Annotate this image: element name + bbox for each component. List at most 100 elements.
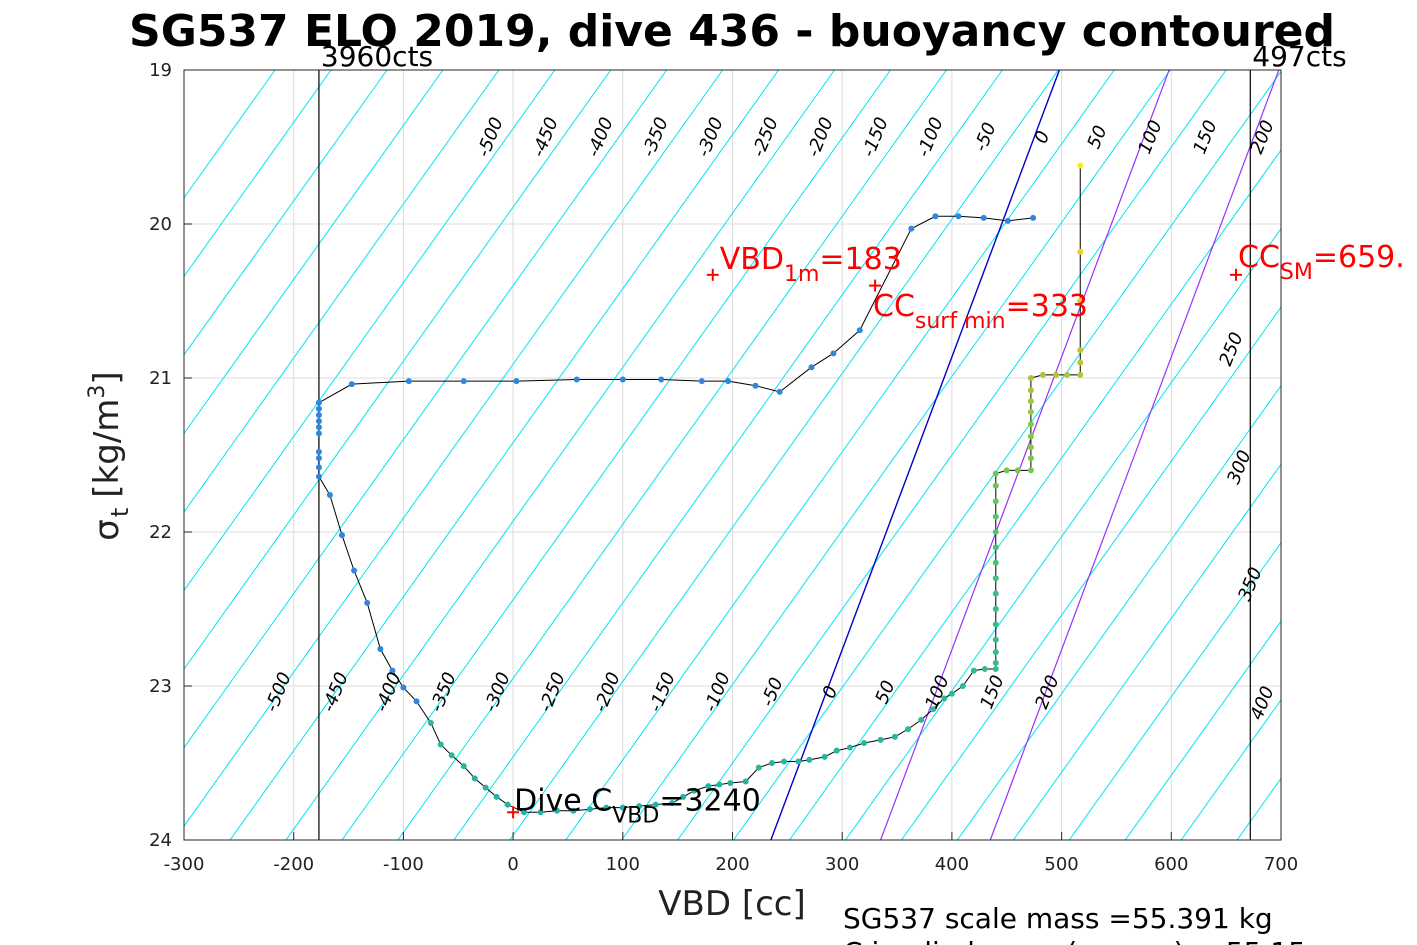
buoyancy-contour-line bbox=[184, 70, 556, 592]
y-tick-label: 21 bbox=[149, 368, 172, 389]
dive-point bbox=[513, 378, 520, 385]
buoyancy-contour-line bbox=[1012, 463, 1281, 840]
climb-point bbox=[716, 781, 723, 788]
dive-point bbox=[856, 327, 863, 334]
y-axis-label-sub: t bbox=[106, 508, 134, 517]
contour-label-upper: -500 bbox=[473, 114, 508, 160]
marker-label-main: CC bbox=[873, 289, 915, 324]
x-tick-label: 700 bbox=[1264, 854, 1298, 875]
buoyancy-contour-line bbox=[1124, 620, 1281, 840]
climb-point bbox=[1077, 347, 1084, 354]
climb-point bbox=[992, 621, 999, 628]
climb-point bbox=[992, 544, 999, 551]
marker-label: VBD1m=183 bbox=[720, 242, 902, 287]
contour-label-upper: -250 bbox=[748, 114, 783, 160]
climb-point bbox=[1027, 444, 1034, 451]
dive-point bbox=[315, 405, 322, 412]
dive-point bbox=[658, 376, 665, 383]
marker-label: CCsurf min=333 bbox=[873, 289, 1088, 334]
contour-label-lower: -200 bbox=[590, 669, 625, 715]
dive-point bbox=[908, 225, 915, 232]
dive-point bbox=[725, 378, 732, 385]
climb-point bbox=[493, 793, 500, 800]
climb-point bbox=[669, 800, 676, 807]
contour-label-upper: -300 bbox=[693, 114, 728, 160]
contour-label-upper: 50 bbox=[1083, 123, 1111, 152]
climb-point bbox=[992, 606, 999, 612]
climb-point bbox=[992, 513, 999, 520]
climb-point bbox=[1077, 371, 1084, 378]
climb-point bbox=[537, 809, 544, 816]
grid-layer bbox=[183, 69, 1282, 841]
buoyancy-contour-line bbox=[285, 70, 835, 840]
dive-point bbox=[955, 213, 962, 220]
x-tick-label: 500 bbox=[1044, 854, 1078, 875]
dive-point bbox=[776, 388, 783, 395]
buoyancy-contour-line bbox=[184, 70, 500, 513]
dive-point bbox=[980, 214, 987, 221]
vbd-limit-label: 3960cts bbox=[321, 40, 433, 73]
buoyancy-contour-line bbox=[565, 70, 1115, 840]
x-tick-label: 200 bbox=[715, 854, 749, 875]
marker-label-value: =3240 bbox=[659, 783, 760, 818]
buoyancy-contour-line bbox=[956, 384, 1281, 840]
buoyancy-contour-line bbox=[733, 70, 1281, 840]
dive-point bbox=[932, 213, 939, 220]
contour-label-side: 400 bbox=[1246, 683, 1278, 723]
climb-point bbox=[504, 801, 511, 808]
buoyancy-contour-line bbox=[1068, 541, 1281, 840]
contour-label-upper: 150 bbox=[1189, 117, 1221, 157]
climb-point bbox=[1014, 467, 1021, 474]
climb-point bbox=[1027, 455, 1034, 462]
climb-point bbox=[992, 470, 999, 477]
climb-point bbox=[806, 756, 813, 763]
contour-label-lower: -350 bbox=[426, 669, 461, 715]
climb-point bbox=[877, 736, 884, 743]
climb-point bbox=[460, 763, 467, 770]
climb-point bbox=[1077, 162, 1084, 169]
climb-point bbox=[1027, 375, 1034, 381]
climb-point bbox=[1077, 248, 1084, 255]
footer-scale-mass: SG537 scale mass =55.391 kg bbox=[843, 902, 1273, 935]
marker-label: Dive CVBD=3240 bbox=[514, 783, 761, 828]
marker-label-value: =333 bbox=[1006, 289, 1088, 324]
buoyancy-contour-line bbox=[184, 70, 332, 278]
climb-point bbox=[705, 783, 712, 790]
dive-point bbox=[315, 464, 322, 471]
climb-point bbox=[755, 764, 762, 771]
x-tick-label: 400 bbox=[935, 854, 969, 875]
climb-point bbox=[768, 760, 775, 766]
marker-label-main: Dive C bbox=[514, 783, 612, 818]
x-tick-label: -100 bbox=[383, 854, 424, 875]
buoyancy-contour-line bbox=[184, 70, 276, 199]
contour-label-upper: -200 bbox=[803, 114, 838, 160]
contour-label-lower: -450 bbox=[318, 669, 353, 715]
buoyancy-contour-line bbox=[184, 70, 612, 670]
marker-label-sub: VBD bbox=[612, 803, 659, 828]
climb-point bbox=[603, 804, 610, 811]
buoyancy-contour-line bbox=[509, 70, 1059, 840]
dive-point bbox=[315, 455, 322, 462]
contour-label-upper: 0 bbox=[1031, 128, 1055, 146]
dive-point bbox=[1030, 214, 1037, 221]
climb-point bbox=[992, 590, 999, 597]
marker-label-value: =659. bbox=[1313, 240, 1405, 275]
buoyancy-contour-line bbox=[453, 70, 1003, 840]
climb-point bbox=[1027, 408, 1034, 415]
climb-point bbox=[959, 683, 966, 689]
climb-point bbox=[586, 806, 593, 813]
dive-point bbox=[389, 667, 396, 674]
climb-point bbox=[427, 719, 434, 726]
marker-label-value: =183 bbox=[819, 242, 901, 277]
marker-label-main: VBD bbox=[720, 242, 784, 277]
vbd-limit-label: 497cts bbox=[1252, 40, 1346, 73]
buoyancy-contour-line bbox=[677, 70, 1227, 840]
climb-point bbox=[553, 807, 560, 814]
climb-point bbox=[821, 753, 828, 760]
zero-buoyancy-line bbox=[770, 70, 1061, 840]
x-tick-label: -300 bbox=[164, 854, 205, 875]
contour-label-lower: -300 bbox=[480, 669, 515, 715]
dive-point bbox=[315, 418, 322, 425]
contour-label-lower: 200 bbox=[1031, 672, 1063, 712]
